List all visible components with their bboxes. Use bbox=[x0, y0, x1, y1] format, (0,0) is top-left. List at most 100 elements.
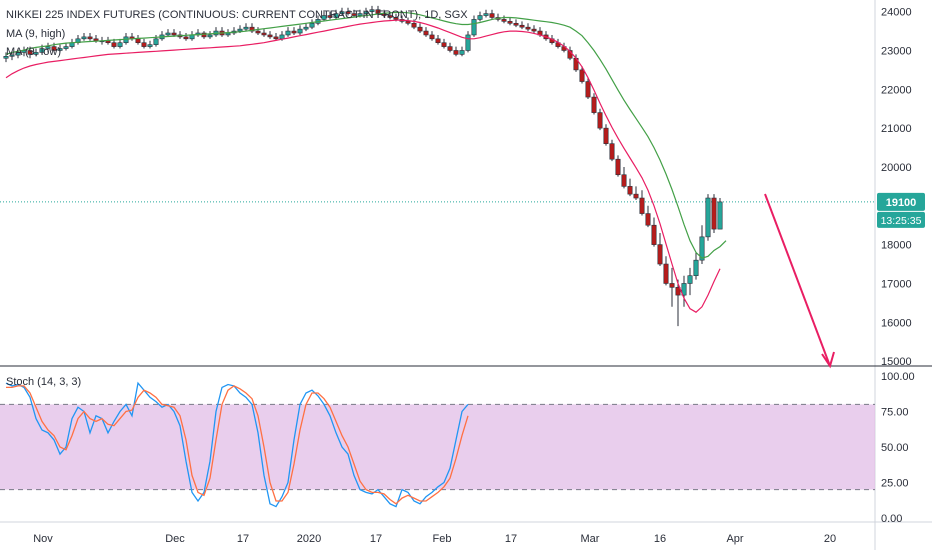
stoch-d-line bbox=[6, 385, 469, 505]
candle-body bbox=[3, 56, 9, 59]
candle-body bbox=[489, 13, 495, 18]
price-tick-label: 22000 bbox=[881, 84, 912, 96]
candle-body bbox=[111, 42, 117, 47]
candle-body bbox=[579, 69, 585, 82]
candle-body bbox=[603, 127, 609, 144]
ma-high-legend: MA (9, high) bbox=[6, 28, 66, 40]
candle-body bbox=[453, 50, 459, 55]
ma-high-line bbox=[5, 11, 727, 259]
candle-body bbox=[321, 15, 327, 20]
candle-body bbox=[531, 28, 537, 32]
candle-body bbox=[477, 15, 483, 20]
price-tick-label: 16000 bbox=[881, 317, 912, 329]
candle-body bbox=[153, 38, 159, 45]
candle-body bbox=[501, 19, 507, 22]
candle-body bbox=[87, 36, 93, 40]
candle-body bbox=[441, 42, 447, 47]
candle-body bbox=[345, 11, 351, 14]
time-tick-label: 17 bbox=[237, 533, 249, 545]
countdown-text: 13:25:35 bbox=[881, 215, 922, 227]
candle-body bbox=[279, 34, 285, 40]
candle-body bbox=[519, 24, 525, 28]
candle-body bbox=[585, 81, 591, 98]
candle-body bbox=[657, 244, 663, 265]
candle-body bbox=[237, 28, 243, 32]
candle-body bbox=[297, 28, 303, 34]
candle-body bbox=[333, 13, 339, 18]
candle-body bbox=[645, 213, 651, 226]
candle-body bbox=[681, 283, 687, 296]
price-tick-label: 24000 bbox=[881, 7, 912, 19]
candle-body bbox=[309, 22, 315, 28]
projection-arrow-head bbox=[821, 351, 835, 369]
candle-body bbox=[57, 48, 63, 51]
candle-body bbox=[243, 26, 249, 30]
candle-body bbox=[471, 19, 477, 36]
candle-body bbox=[639, 197, 645, 214]
candle-body bbox=[711, 197, 717, 230]
price-tick-label: 20000 bbox=[881, 162, 912, 174]
candle-body bbox=[9, 54, 15, 57]
candle-body bbox=[663, 263, 669, 284]
candle-body bbox=[147, 44, 153, 47]
price-tick-label: 23000 bbox=[881, 45, 912, 57]
candle-body bbox=[693, 259, 699, 276]
candle-body bbox=[363, 11, 369, 14]
price-tick-label: 17000 bbox=[881, 278, 912, 290]
candle-body bbox=[405, 21, 411, 24]
candle-body bbox=[525, 26, 531, 30]
candle-body bbox=[27, 50, 33, 55]
stoch-tick-label: 100.00 bbox=[881, 371, 915, 383]
candle-body bbox=[423, 30, 429, 36]
candle-body bbox=[621, 174, 627, 187]
candle-body bbox=[435, 38, 441, 44]
candle-body bbox=[45, 46, 51, 49]
candle-body bbox=[183, 36, 189, 40]
stoch-tick-label: 50.00 bbox=[881, 442, 909, 454]
last-price-text: 19100 bbox=[886, 197, 917, 209]
stoch-tick-label: 25.00 bbox=[881, 478, 909, 490]
candle-body bbox=[207, 34, 213, 38]
projection-arrow-line bbox=[764, 193, 831, 367]
ma-low-line bbox=[5, 19, 721, 313]
candle-body bbox=[669, 283, 675, 288]
time-tick-label: Feb bbox=[433, 533, 452, 545]
candle-body bbox=[51, 46, 57, 51]
candle-body bbox=[717, 201, 723, 230]
ma-low-legend: MA (9, low) bbox=[6, 46, 62, 58]
time-tick-label: 2020 bbox=[297, 533, 321, 545]
candle-body bbox=[429, 34, 435, 40]
candle-body bbox=[255, 30, 261, 34]
stoch-band bbox=[0, 404, 875, 490]
candle-body bbox=[459, 50, 465, 55]
stoch-tick-label: 75.00 bbox=[881, 407, 909, 419]
time-tick-label: 16 bbox=[654, 533, 666, 545]
candle-body bbox=[15, 52, 21, 56]
candle-body bbox=[627, 186, 633, 195]
candle-body bbox=[411, 22, 417, 28]
time-tick-label: 17 bbox=[505, 533, 517, 545]
candle-body bbox=[687, 275, 693, 284]
candle-body bbox=[615, 158, 621, 176]
candle-body bbox=[117, 42, 123, 47]
candle-body bbox=[705, 197, 711, 238]
candle-body bbox=[513, 22, 519, 26]
time-tick-label: 20 bbox=[824, 533, 836, 545]
time-tick-label: Dec bbox=[165, 533, 185, 545]
candle-body bbox=[597, 112, 603, 129]
candle-body bbox=[285, 30, 291, 36]
candle-body bbox=[33, 52, 39, 55]
price-tick-label: 15000 bbox=[881, 356, 912, 368]
time-tick-label: Apr bbox=[726, 533, 743, 545]
candle-body bbox=[465, 34, 471, 51]
candle-body bbox=[93, 38, 99, 42]
candle-body bbox=[633, 193, 639, 199]
time-tick-label: Nov bbox=[33, 533, 53, 545]
candle-body bbox=[303, 26, 309, 30]
candle-body bbox=[291, 30, 297, 34]
candle-body bbox=[387, 15, 393, 18]
candle-body bbox=[267, 34, 273, 38]
countdown-badge bbox=[877, 211, 925, 228]
candle-body bbox=[591, 96, 597, 113]
